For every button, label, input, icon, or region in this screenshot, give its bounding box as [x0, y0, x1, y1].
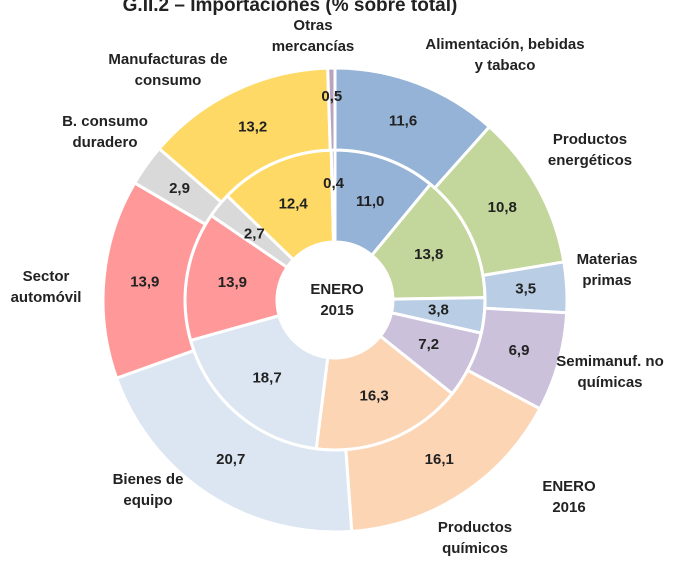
- data-label: 13,9: [130, 273, 159, 290]
- data-label: 3,8: [428, 302, 449, 319]
- data-label: 16,3: [360, 387, 389, 404]
- chart-title: G.II.2 – Importaciones (% sobre total): [123, 0, 458, 16]
- category-label: Bienes de equipo: [112, 471, 184, 509]
- data-label: 3,5: [515, 280, 536, 297]
- category-label: B. consumo duradero: [62, 113, 148, 151]
- data-label: 0,4: [323, 175, 345, 192]
- data-label: 0,5: [321, 88, 342, 105]
- data-label: 6,9: [509, 342, 530, 359]
- data-label: 10,8: [488, 199, 517, 216]
- category-label: Alimentación, bebidas y tabaco: [425, 36, 585, 74]
- category-label: Manufacturas de consumo: [108, 51, 228, 89]
- series-label: ENERO 2015: [310, 281, 364, 319]
- data-label: 13,8: [414, 246, 443, 263]
- category-label: Sector automóvil: [10, 268, 82, 306]
- data-label: 20,7: [216, 451, 245, 468]
- data-label: 12,4: [279, 196, 309, 213]
- category-label: Semimanuf. no químicas: [556, 353, 664, 391]
- data-label: 13,2: [238, 119, 267, 136]
- data-label: 13,9: [218, 274, 247, 291]
- data-label: 2,7: [244, 225, 265, 242]
- data-label: 11,0: [356, 193, 384, 210]
- category-label: Productos químicos: [437, 519, 513, 557]
- series-label: ENERO 2016: [542, 478, 596, 516]
- data-label: 16,1: [425, 451, 454, 468]
- category-label: Materias primas: [576, 251, 638, 289]
- data-label: 2,9: [169, 180, 190, 197]
- data-label: 18,7: [252, 370, 281, 387]
- category-label: Productos energéticos: [547, 131, 633, 169]
- category-label: Otras mercancías: [271, 17, 355, 55]
- donut-slice: [326, 66, 337, 152]
- data-label: 7,2: [418, 336, 439, 353]
- data-label: 11,6: [389, 112, 417, 129]
- donut-slice: [329, 148, 337, 244]
